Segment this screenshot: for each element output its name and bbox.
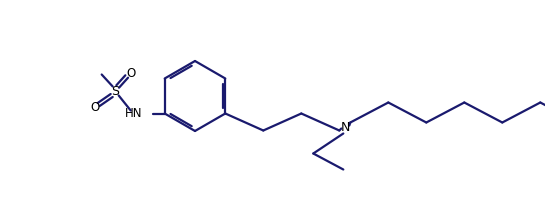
Text: O: O <box>90 101 99 114</box>
Text: HN: HN <box>125 107 143 120</box>
Text: O: O <box>126 67 135 80</box>
Text: N: N <box>341 121 350 134</box>
Text: S: S <box>111 85 119 98</box>
